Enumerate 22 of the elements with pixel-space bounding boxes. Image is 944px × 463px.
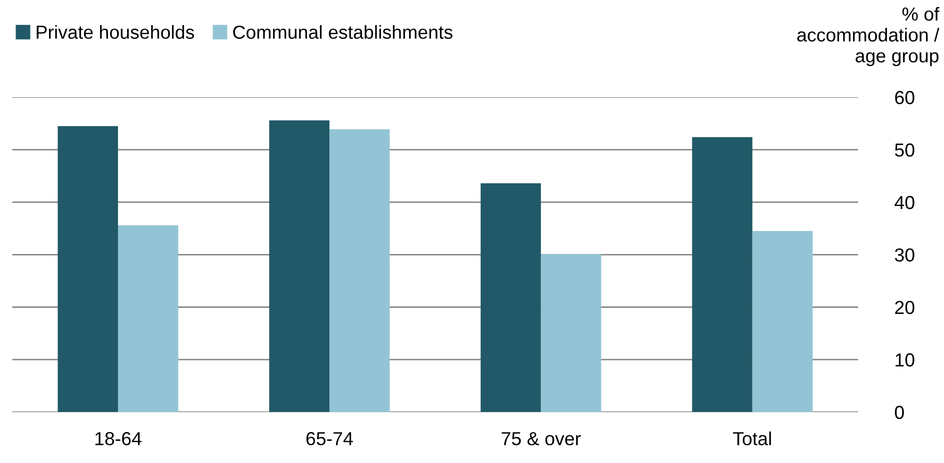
bar — [480, 183, 541, 412]
y-tick-label: 50 — [894, 143, 914, 157]
bar — [58, 126, 118, 412]
x-tick-label: 75 & over — [502, 432, 581, 446]
bar — [692, 137, 752, 412]
y-tick-label: 10 — [896, 353, 914, 367]
y-tick-label: 0 — [894, 406, 904, 420]
legend-label: Private households — [36, 25, 194, 39]
bar — [118, 225, 178, 412]
y-axis-title: % of accommodation / age group — [797, 6, 940, 66]
x-tick-label: 65-74 — [306, 432, 353, 446]
bar — [269, 120, 330, 412]
bar — [329, 129, 390, 412]
y-tick-label: 40 — [894, 196, 914, 210]
legend-label: Communal establishments — [233, 25, 452, 39]
y-tick-label: 30 — [894, 248, 914, 262]
x-tick-label: Total — [732, 432, 771, 446]
bar — [752, 231, 813, 412]
y-tick-label: 60 — [895, 90, 914, 104]
bar — [540, 254, 602, 412]
y-tick-label: 20 — [895, 300, 914, 314]
x-tick-label: 18-64 — [95, 432, 142, 446]
